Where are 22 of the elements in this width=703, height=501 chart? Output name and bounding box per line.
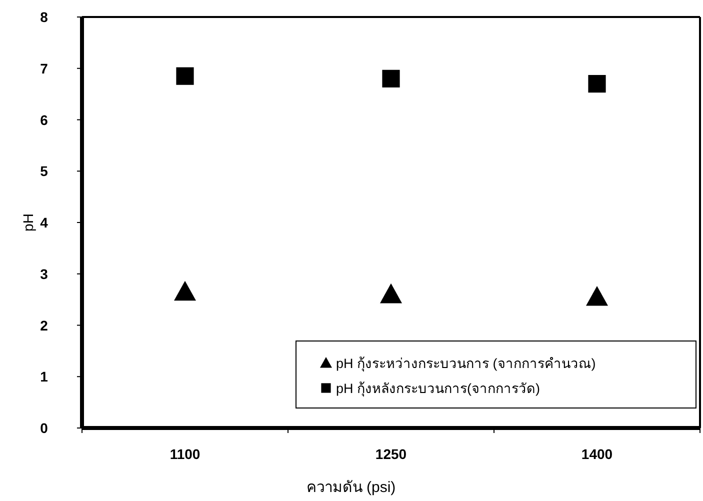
y-tick-label: 0 bbox=[40, 420, 48, 436]
point bbox=[382, 70, 400, 88]
point bbox=[176, 67, 194, 85]
y-tick-label: 4 bbox=[40, 214, 48, 230]
point bbox=[380, 283, 402, 304]
y-tick-label: 5 bbox=[40, 163, 48, 180]
legend-label: pH กุ้งหลังกระบวนการ(จากการวัด) bbox=[336, 381, 540, 397]
y-tick-label: 2 bbox=[40, 317, 48, 334]
point bbox=[174, 280, 196, 301]
x-tick-label: 1400 bbox=[581, 446, 613, 462]
y-axis-title: pH bbox=[20, 214, 36, 232]
point bbox=[586, 286, 608, 306]
y-tick-label: 7 bbox=[40, 60, 48, 76]
y-tick-label: 1 bbox=[40, 368, 48, 385]
y-tick-label: 8 bbox=[40, 9, 48, 25]
x-tick-label: 1250 bbox=[375, 446, 407, 462]
x-axis-title: ความดัน (psi) bbox=[306, 479, 396, 496]
y-tick-label: 6 bbox=[40, 112, 48, 128]
legend-label: pH กุ้งระหว่างกระบวนการ (จากการคำนวณ) bbox=[336, 356, 596, 372]
point bbox=[588, 74, 606, 93]
y-tick-label: 3 bbox=[40, 266, 48, 282]
x-tick-label: 1100 bbox=[170, 446, 200, 462]
